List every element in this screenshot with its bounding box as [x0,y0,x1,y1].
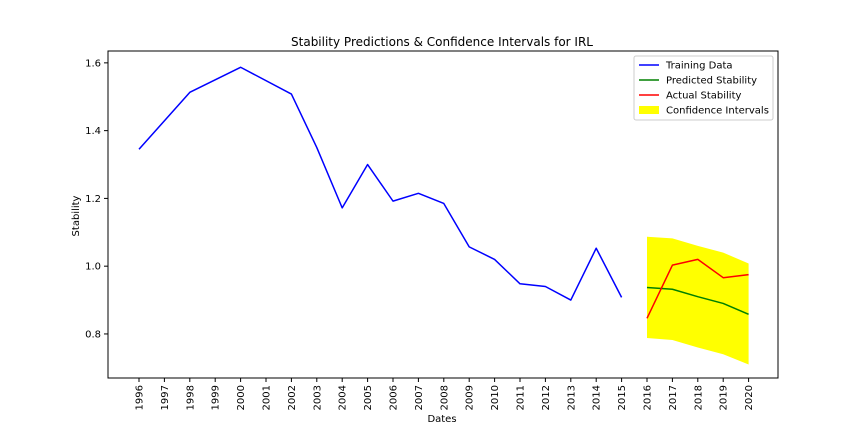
legend-label-actual-stability: Actual Stability [666,91,742,102]
x-tick-label: 2014 [592,385,603,410]
x-tick-label: 2017 [668,385,679,410]
x-tick-label: 2003 [312,385,323,410]
y-axis: 0.8 1.0 1.2 1.4 1.6 [85,58,108,340]
legend-label-training-data: Training Data [665,61,733,72]
x-tick-label: 1996 [135,385,146,410]
legend: Training Data Predicted Stability Actual S… [633,55,774,121]
predicted-stability-line [646,286,749,315]
x-tick-label: 2012 [541,385,552,410]
x-tick-label: 2001 [262,385,273,410]
legend-label-confidence-intervals: Confidence Intervals [666,106,769,117]
y-tick-label: 1.2 [85,194,101,205]
x-tick-label: 2007 [414,385,425,410]
plot-frame [107,50,779,379]
y-tick-label: 0.8 [85,329,101,340]
x-tick-label: 2016 [643,385,654,410]
y-tick-label: 1.4 [85,126,101,137]
confidence-interval-layer [647,236,749,365]
training-data-line [138,66,623,301]
x-tick-label: 2009 [465,385,476,410]
x-tick-label: 2020 [744,385,755,410]
x-tick-label: 1998 [185,385,196,410]
actual-stability-line [646,258,749,319]
x-tick-label: 2013 [566,385,577,410]
x-tick-label: 2000 [236,385,247,410]
legend-box [633,55,774,121]
legend-swatch-confidence-intervals [639,106,659,114]
x-tick-label: 2004 [338,385,349,410]
chart-title: Stability Predictions & Confidence Inter… [291,35,593,49]
x-tick-label: 2006 [389,385,400,410]
y-axis-title: Stability [71,195,82,236]
y-tick-label: 1.6 [85,58,101,69]
x-axis-title: Dates [427,414,456,425]
x-axis: 1996 1997 1998 1999 2000 2001 2002 2003 2004 2005… [135,378,755,410]
confidence-interval-band [647,236,749,365]
x-tick-label: 2002 [287,385,298,410]
x-tick-label: 2011 [516,385,527,410]
x-tick-label: 2018 [693,385,704,410]
x-tick-label: 1999 [211,385,222,410]
x-tick-label: 2019 [719,385,730,410]
y-tick-label: 1.0 [85,262,101,273]
legend-label-predicted-stability: Predicted Stability [666,76,757,87]
series-layer [138,66,749,319]
x-tick-label: 2005 [363,385,374,410]
x-tick-label: 1997 [160,385,171,410]
x-tick-label: 2015 [617,385,628,410]
x-tick-label: 2010 [490,385,501,410]
x-tick-label: 2008 [439,385,450,410]
